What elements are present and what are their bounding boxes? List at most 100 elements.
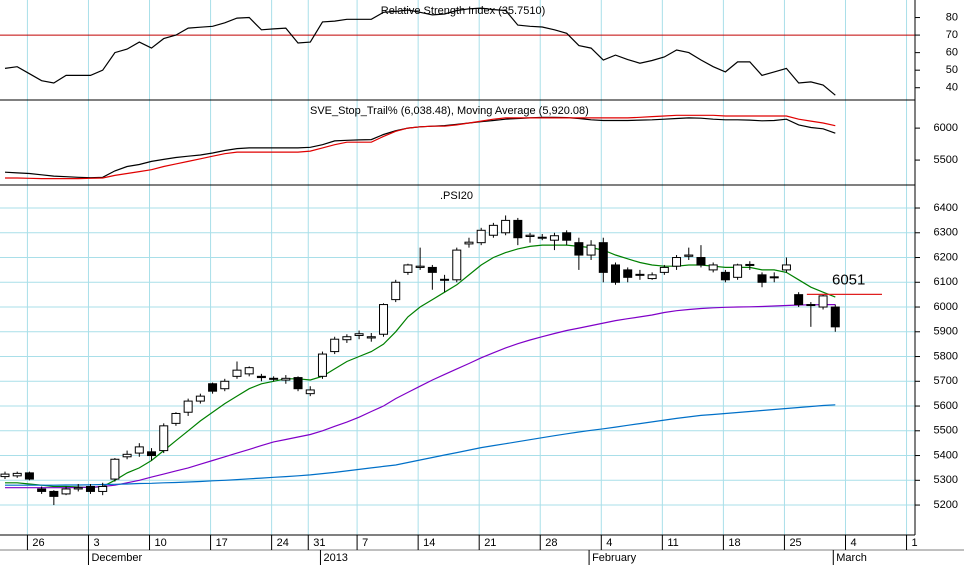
month-label: March [836, 552, 867, 564]
panel-title: .PSI20 [440, 190, 473, 202]
candle-body [220, 380, 230, 390]
y-tick-label: 5400 [934, 449, 958, 461]
y-tick-label: 5600 [934, 400, 958, 412]
candle-body [769, 276, 779, 279]
candle-body [696, 257, 706, 266]
y-tick-label: 6000 [934, 122, 958, 134]
y-tick-label: 40 [946, 82, 958, 94]
candle-body [647, 274, 657, 280]
y-tick-label: 60 [946, 47, 958, 59]
x-tick-label: 11 [667, 537, 678, 549]
x-tick-label: 28 [545, 537, 557, 549]
y-tick-label: 5500 [934, 425, 958, 437]
y-tick-label: 5700 [934, 375, 958, 387]
candle-body [49, 490, 59, 497]
month-label: 2013 [323, 552, 347, 564]
line-series [5, 244, 836, 489]
candle-body [73, 487, 83, 490]
line-series [5, 304, 836, 489]
candle-body [183, 400, 193, 413]
candle-body [244, 367, 254, 375]
candle-body [464, 241, 474, 245]
candle-body [147, 451, 157, 457]
candle-body [330, 338, 340, 353]
candle-body [708, 264, 718, 271]
candle-body [134, 446, 144, 454]
y-tick-label: 6100 [934, 276, 958, 288]
x-tick-label: 24 [277, 537, 289, 549]
candle-body [159, 425, 169, 452]
y-tick-label: 70 [946, 29, 958, 41]
x-tick-label: 7 [362, 537, 368, 549]
y-tick-label: 6400 [934, 202, 958, 214]
x-tick-label: 4 [606, 537, 612, 549]
month-label: December [91, 552, 142, 564]
candle-body [281, 377, 291, 381]
y-tick-label: 5300 [934, 474, 958, 486]
candle-body [0, 473, 10, 478]
candle-body [635, 273, 645, 276]
line-series [5, 114, 836, 180]
y-tick-label: 5500 [934, 154, 958, 166]
x-tick-label: 26 [32, 537, 44, 549]
candle-body [830, 306, 840, 328]
candle-body [623, 269, 633, 278]
candle-body [269, 377, 279, 380]
candle-body [720, 271, 730, 281]
y-tick-label: 80 [946, 11, 958, 23]
candle-body [452, 249, 462, 281]
candle-body [61, 488, 71, 495]
candle-body [208, 383, 218, 392]
candle-body [818, 295, 828, 308]
line-series [5, 404, 836, 486]
candle-body [391, 281, 401, 301]
candle-body [195, 395, 205, 402]
candle-body [415, 265, 425, 268]
candle-body [586, 244, 596, 256]
candle-body [659, 266, 669, 273]
y-tick-label: 5900 [934, 326, 958, 338]
x-tick-label: 31 [313, 537, 325, 549]
line-series [4, 7, 836, 96]
candle-body [574, 242, 584, 256]
candle-body [366, 336, 376, 339]
candle-body [537, 236, 547, 239]
candle-body [305, 389, 315, 395]
candle-body [110, 458, 120, 480]
panel-title: SVE_Stop_Trail% (6,038.48), Moving Avera… [310, 105, 589, 117]
candle-body [476, 229, 486, 244]
candle-body [256, 375, 266, 379]
candle-body [781, 264, 791, 271]
candle-body [354, 333, 364, 336]
y-tick-label: 5800 [934, 350, 958, 362]
candle-body [122, 453, 132, 458]
candle-body [12, 472, 22, 477]
x-tick-label: 4 [850, 537, 856, 549]
candle-body [293, 377, 303, 390]
x-tick-label: 21 [484, 537, 496, 549]
month-label: February [592, 552, 637, 564]
candle-body [488, 224, 498, 236]
candle-body [98, 485, 108, 492]
candle-body [513, 219, 523, 239]
candle-body [85, 485, 95, 492]
x-tick-label: 17 [216, 537, 228, 549]
candle-body [684, 254, 694, 257]
y-tick-label: 6000 [934, 301, 958, 313]
x-tick-label: 3 [93, 537, 99, 549]
y-tick-label: 6200 [934, 251, 958, 263]
candle-body [317, 353, 327, 377]
x-tick-label: 14 [423, 537, 435, 549]
candle-body [549, 235, 559, 241]
y-tick-label: 50 [946, 64, 958, 76]
candle-body [342, 336, 352, 341]
x-tick-label: 10 [155, 537, 167, 549]
y-tick-label: 5200 [934, 499, 958, 511]
candle-body [232, 369, 242, 377]
candle-body [598, 242, 608, 273]
candle-body [611, 264, 620, 283]
candle-body [757, 274, 767, 283]
panel-title: Relative Strength Index (35.7510) [381, 5, 546, 17]
x-tick-label: 1 [912, 537, 918, 549]
